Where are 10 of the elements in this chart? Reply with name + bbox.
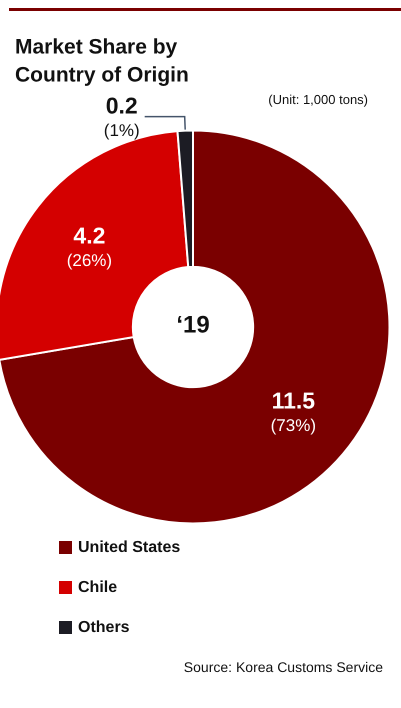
legend-label: Chile: [78, 579, 118, 596]
legend-label: Others: [78, 619, 130, 636]
data-label: 4.2 (26%): [66, 222, 112, 270]
source-note: Source: Korea Customs Service: [184, 659, 384, 675]
chart-title: Market Share by Country of Origin: [15, 36, 189, 86]
data-label: 0.2 (1%): [104, 92, 140, 140]
data-label: 11.5 (73%): [270, 388, 316, 436]
text: ‘19: [176, 312, 210, 338]
chart-subtitle: (Unit: 1,000 tons): [268, 92, 368, 107]
legend-label: United States: [78, 539, 180, 556]
